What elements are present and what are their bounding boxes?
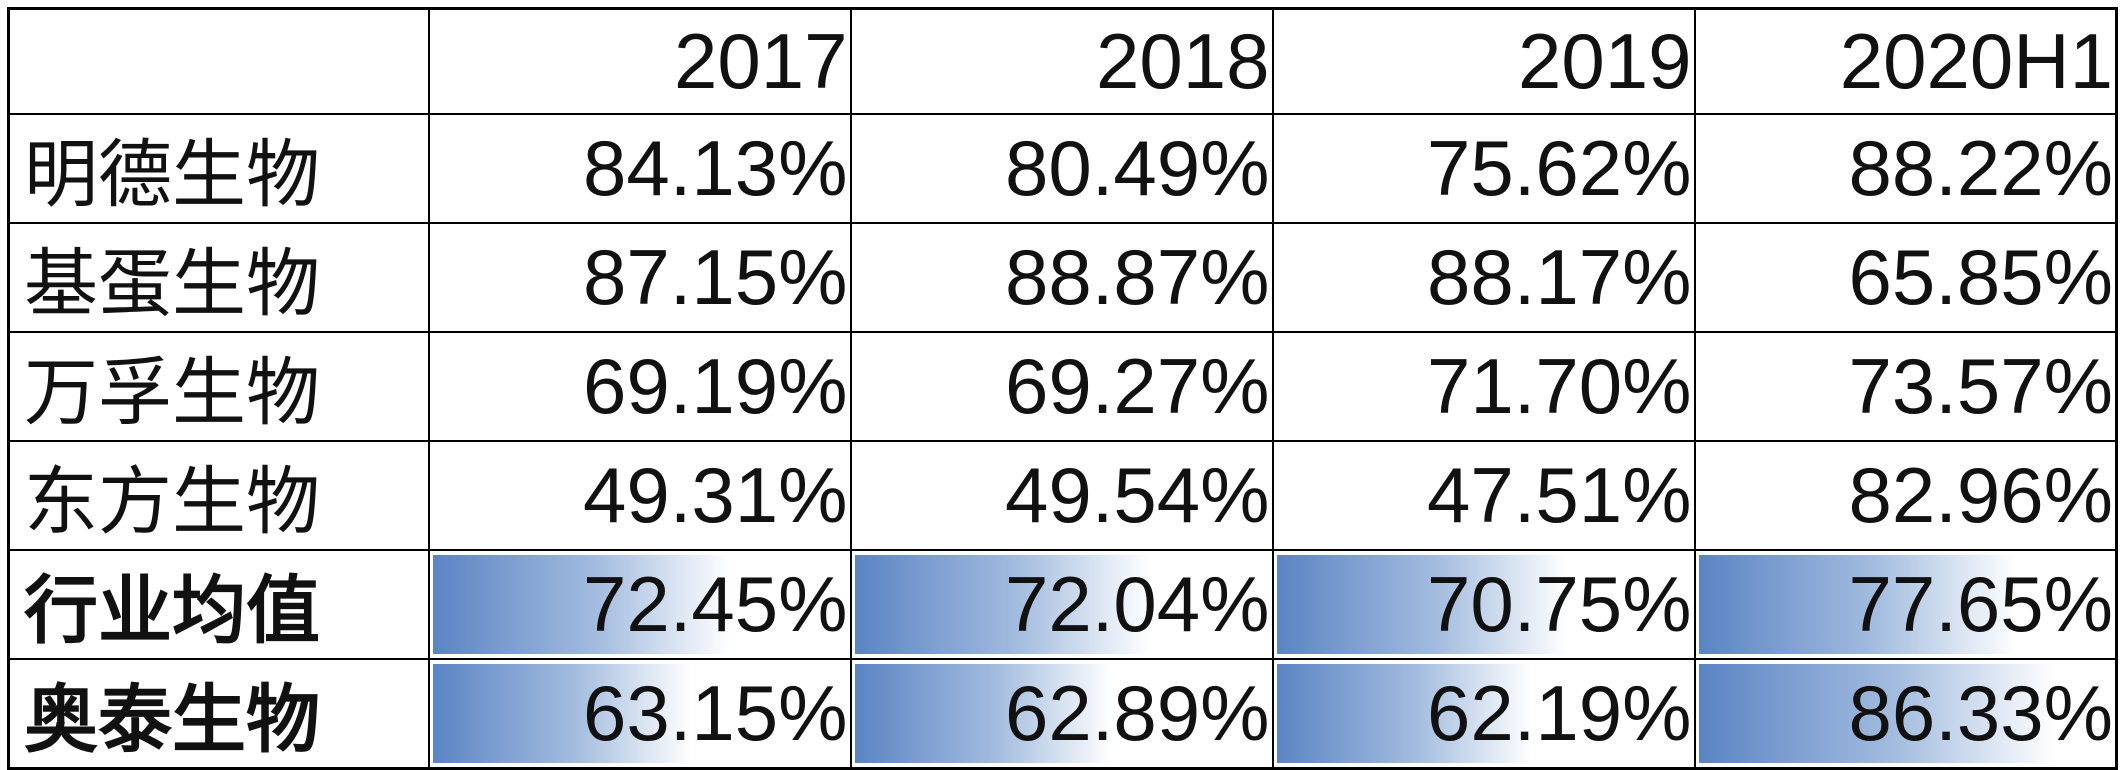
value-cell: 82.96% — [1693, 440, 2118, 551]
year-header-cell: 2019 — [1271, 7, 1696, 115]
value-cell: 62.19% — [1271, 658, 1696, 770]
value-text: 62.19% — [1426, 669, 1692, 757]
table-row: 明德生物 84.13% 80.49% 75.62% 88.22% — [7, 113, 2118, 224]
value-cell: 88.17% — [1271, 222, 1696, 333]
table-row: 行业均值 72.45% 72.04% 70.75% 77.65% — [7, 549, 2118, 660]
value-text: 47.51% — [1426, 451, 1692, 539]
table-row: 奥泰生物 63.15% 62.89% 62.19% 86.33% — [7, 658, 2118, 770]
data-bar — [432, 555, 731, 654]
value-text: 80.49% — [1004, 124, 1270, 212]
data-bar — [432, 664, 692, 763]
corner-cell — [7, 7, 430, 115]
row-label: 奥泰生物 — [7, 658, 430, 770]
value-cell: 49.31% — [427, 440, 852, 551]
value-cell: 75.62% — [1271, 113, 1696, 224]
value-text: 88.22% — [1848, 124, 2113, 212]
value-text: 86.33% — [1848, 669, 2113, 757]
data-table: 2017 2018 2019 2020H1 明德生物 84.13% 80.49% 75.62%… — [7, 7, 2118, 770]
value-text: 65.85% — [1848, 233, 2113, 321]
value-text: 69.19% — [582, 342, 848, 430]
value-text: 70.75% — [1426, 560, 1692, 648]
value-text: 62.89% — [1004, 669, 1270, 757]
value-cell: 69.19% — [427, 331, 852, 442]
year-header-cell: 2020H1 — [1693, 7, 2118, 115]
value-text: 87.15% — [582, 233, 848, 321]
data-bar — [854, 555, 1152, 654]
data-bar — [1276, 555, 1568, 654]
value-cell: 63.15% — [427, 658, 852, 770]
value-cell: 69.27% — [849, 331, 1274, 442]
value-cell: 71.70% — [1271, 331, 1696, 442]
data-bar — [1698, 555, 2019, 654]
value-cell: 88.87% — [849, 222, 1274, 333]
value-text: 88.17% — [1426, 233, 1692, 321]
data-bar — [1276, 664, 1532, 763]
value-cell: 62.89% — [849, 658, 1274, 770]
table-row: 东方生物 49.31% 49.54% 47.51% 82.96% — [7, 440, 2118, 551]
value-text: 63.15% — [582, 669, 848, 757]
value-text: 82.96% — [1848, 451, 2113, 539]
table-row: 万孚生物 69.19% 69.27% 71.70% 73.57% — [7, 331, 2118, 442]
value-text: 72.45% — [582, 560, 848, 648]
value-cell: 77.65% — [1693, 549, 2118, 660]
data-bar — [854, 664, 1113, 763]
row-label: 明德生物 — [7, 113, 430, 224]
year-header-cell: 2017 — [427, 7, 852, 115]
row-label: 东方生物 — [7, 440, 430, 551]
value-text: 71.70% — [1426, 342, 1692, 430]
row-label: 万孚生物 — [7, 331, 430, 442]
value-text: 73.57% — [1848, 342, 2113, 430]
value-text: 75.62% — [1426, 124, 1692, 212]
value-cell: 65.85% — [1693, 222, 2118, 333]
value-cell: 72.45% — [427, 549, 852, 660]
value-cell: 80.49% — [849, 113, 1274, 224]
value-cell: 84.13% — [427, 113, 852, 224]
data-bar — [1698, 664, 2055, 763]
value-cell: 72.04% — [849, 549, 1274, 660]
value-cell: 49.54% — [849, 440, 1274, 551]
value-cell: 88.22% — [1693, 113, 2118, 224]
value-cell: 86.33% — [1693, 658, 2118, 770]
value-text: 88.87% — [1004, 233, 1270, 321]
value-cell: 73.57% — [1693, 331, 2118, 442]
value-text: 49.54% — [1004, 451, 1270, 539]
value-cell: 87.15% — [427, 222, 852, 333]
value-text: 49.31% — [582, 451, 848, 539]
value-text: 72.04% — [1004, 560, 1270, 648]
table-row: 基蛋生物 87.15% 88.87% 88.17% 65.85% — [7, 222, 2118, 333]
year-header-cell: 2018 — [849, 7, 1274, 115]
value-cell: 47.51% — [1271, 440, 1696, 551]
row-label: 行业均值 — [7, 549, 430, 660]
row-label: 基蛋生物 — [7, 222, 430, 333]
value-cell: 70.75% — [1271, 549, 1696, 660]
value-text: 69.27% — [1004, 342, 1270, 430]
value-text: 84.13% — [582, 124, 848, 212]
value-text: 77.65% — [1848, 560, 2113, 648]
header-row: 2017 2018 2019 2020H1 — [7, 7, 2118, 115]
